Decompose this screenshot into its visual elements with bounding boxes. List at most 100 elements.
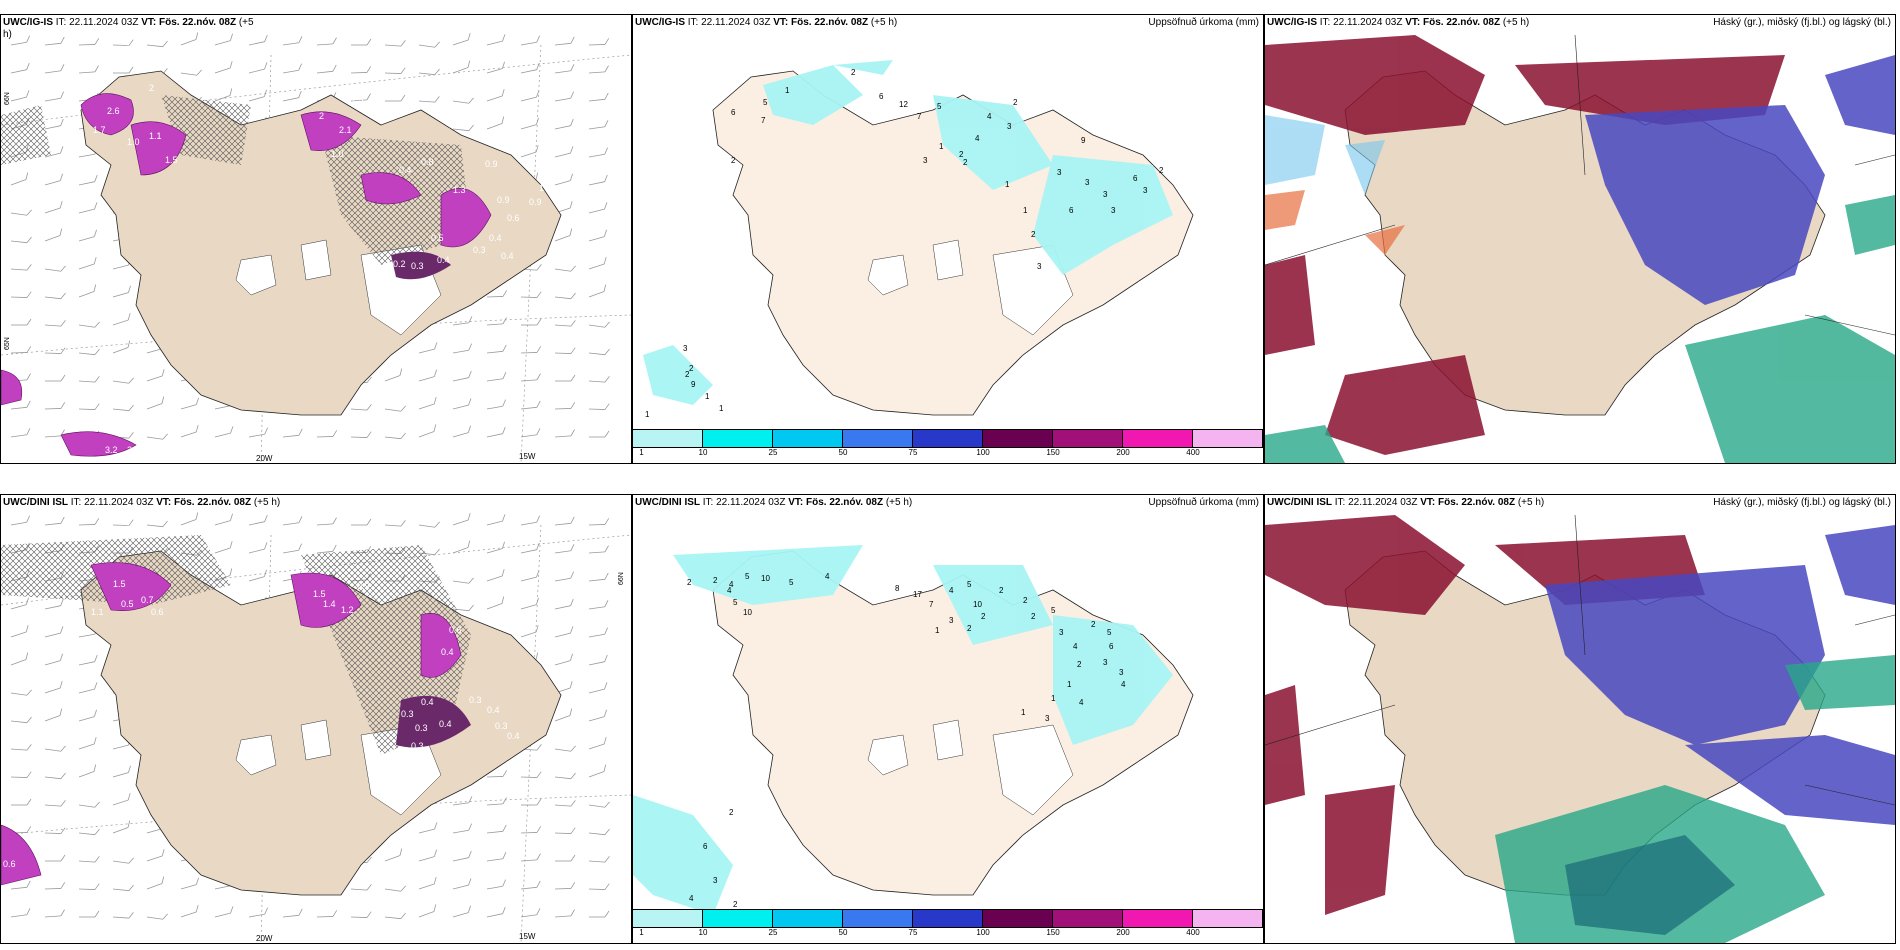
accum-precip-value: 3 bbox=[1045, 714, 1050, 723]
accum-precip-value: 9 bbox=[1081, 136, 1086, 145]
wind-barb bbox=[418, 68, 440, 76]
wind-barb bbox=[486, 89, 505, 102]
wind-barb bbox=[44, 320, 66, 327]
wind-barb bbox=[589, 430, 610, 438]
legend-swatch bbox=[913, 910, 983, 927]
wind-barb bbox=[486, 852, 507, 862]
wind-barb bbox=[11, 318, 32, 326]
legend-tick-label: 200 bbox=[1116, 928, 1130, 937]
wind-barb bbox=[486, 797, 507, 806]
wind-barb bbox=[78, 174, 98, 186]
wind-barb bbox=[555, 854, 576, 862]
wind-barb bbox=[112, 765, 131, 778]
wind-barb bbox=[452, 577, 474, 584]
legend-tick-label: 200 bbox=[1116, 448, 1130, 457]
lon-label-15w: 15W bbox=[519, 932, 536, 941]
accum-precip-value: 2 bbox=[1077, 660, 1082, 669]
wind-barb bbox=[44, 36, 65, 46]
wind-barb bbox=[10, 771, 32, 778]
accum-precip-value: 10 bbox=[973, 600, 982, 609]
precip-value-labels: 1.50.70.61.10.51.51.41.20.90.40.30.3 0.40… bbox=[3, 579, 520, 937]
wind-barb bbox=[10, 209, 32, 216]
wind-barb bbox=[588, 202, 608, 214]
accum-precip-value: 4 bbox=[1073, 642, 1078, 651]
accum-precip-value: 6 bbox=[879, 92, 884, 101]
legend-swatch bbox=[703, 430, 773, 447]
accum-precip-value: 3 bbox=[1059, 628, 1064, 637]
wind-barb bbox=[520, 542, 540, 554]
wind-barb bbox=[214, 33, 233, 46]
wind-barb bbox=[78, 321, 100, 328]
wind-barb bbox=[112, 912, 134, 919]
accum-precip-value: 2 bbox=[729, 808, 734, 817]
accum-precip-value: 2 bbox=[981, 612, 986, 621]
wind-barb bbox=[282, 63, 303, 74]
wind-barb bbox=[588, 147, 609, 158]
wind-barb bbox=[112, 313, 131, 326]
accum-precip-value: 6 bbox=[731, 108, 736, 117]
wind-barb bbox=[452, 823, 473, 834]
precip-value-label: 1.1 bbox=[91, 607, 104, 617]
wind-barb bbox=[146, 849, 165, 862]
wind-barb bbox=[44, 173, 63, 186]
wind-barb bbox=[10, 35, 31, 46]
precip-legend: 1 10 25 50 75 100 150 200 400 bbox=[633, 909, 1263, 943]
wind-barb bbox=[350, 404, 372, 411]
wind-barb bbox=[520, 346, 542, 354]
graticule bbox=[1265, 34, 1895, 336]
wind-barb bbox=[452, 878, 472, 890]
legend-tick-label: 25 bbox=[768, 448, 778, 457]
legend-tick-label: 50 bbox=[838, 448, 848, 457]
wind-barb bbox=[520, 880, 541, 890]
accum-precip-value: 10 bbox=[761, 574, 770, 583]
precip-value-label: 1 bbox=[539, 183, 544, 193]
wind-barb bbox=[384, 520, 406, 527]
wind-barb bbox=[554, 173, 573, 186]
wind-barb bbox=[180, 905, 199, 918]
map-canvas: 1.50.70.61.10.51.51.41.20.90.40.30.3 0.40… bbox=[1, 512, 631, 943]
wind-barb bbox=[452, 33, 471, 46]
wind-barb bbox=[248, 542, 268, 554]
lat-label-65n: 65N bbox=[4, 337, 11, 350]
accum-precip-value: 2 bbox=[713, 576, 718, 585]
accum-precip-value: 3 bbox=[1085, 178, 1090, 187]
precip-value-label: 2 bbox=[149, 83, 154, 93]
wind-barb bbox=[588, 174, 608, 186]
legend-swatch bbox=[633, 910, 703, 927]
accum-precip-value: 2 bbox=[1013, 98, 1018, 107]
wind-barb bbox=[554, 800, 576, 807]
wind-barb bbox=[113, 66, 134, 74]
wind-barb bbox=[520, 400, 541, 410]
accum-precip-value: 6 bbox=[1109, 642, 1114, 651]
legend-swatch bbox=[633, 430, 703, 447]
wind-barb bbox=[78, 38, 100, 46]
wind-barb bbox=[78, 801, 100, 808]
accum-precip-value: 1 bbox=[645, 410, 650, 419]
accum-precip-value: 4 bbox=[1079, 698, 1084, 707]
wind-barb bbox=[486, 514, 506, 526]
wind-barb bbox=[248, 34, 268, 46]
wind-barb bbox=[418, 342, 438, 354]
wind-barb bbox=[146, 433, 168, 440]
precip-blobs bbox=[1, 562, 462, 886]
accum-precip-value: 4 bbox=[729, 580, 734, 589]
precip-value-label: 4.0 bbox=[23, 927, 36, 937]
wind-barb bbox=[45, 374, 66, 382]
precip-value-label: 0.3 bbox=[495, 721, 508, 731]
wind-barb bbox=[384, 368, 403, 382]
accum-precip-value: 2 bbox=[1091, 620, 1096, 629]
wind-barb bbox=[520, 625, 539, 638]
wind-barb bbox=[486, 116, 505, 130]
wind-barb bbox=[588, 518, 610, 526]
precip-value-label: 1.4 bbox=[323, 599, 336, 609]
wind-barb bbox=[588, 38, 610, 46]
precip-value-label: 0.4 bbox=[441, 647, 454, 657]
wind-barb bbox=[10, 346, 32, 354]
accum-precip-value: 1 bbox=[1051, 694, 1056, 703]
wind-barb bbox=[214, 513, 233, 526]
wind-barb bbox=[248, 427, 269, 438]
wind-barb bbox=[554, 320, 576, 327]
precip-value-label: 3.6 bbox=[63, 919, 76, 929]
wind-barb bbox=[282, 543, 303, 554]
wind-barb bbox=[10, 264, 32, 271]
